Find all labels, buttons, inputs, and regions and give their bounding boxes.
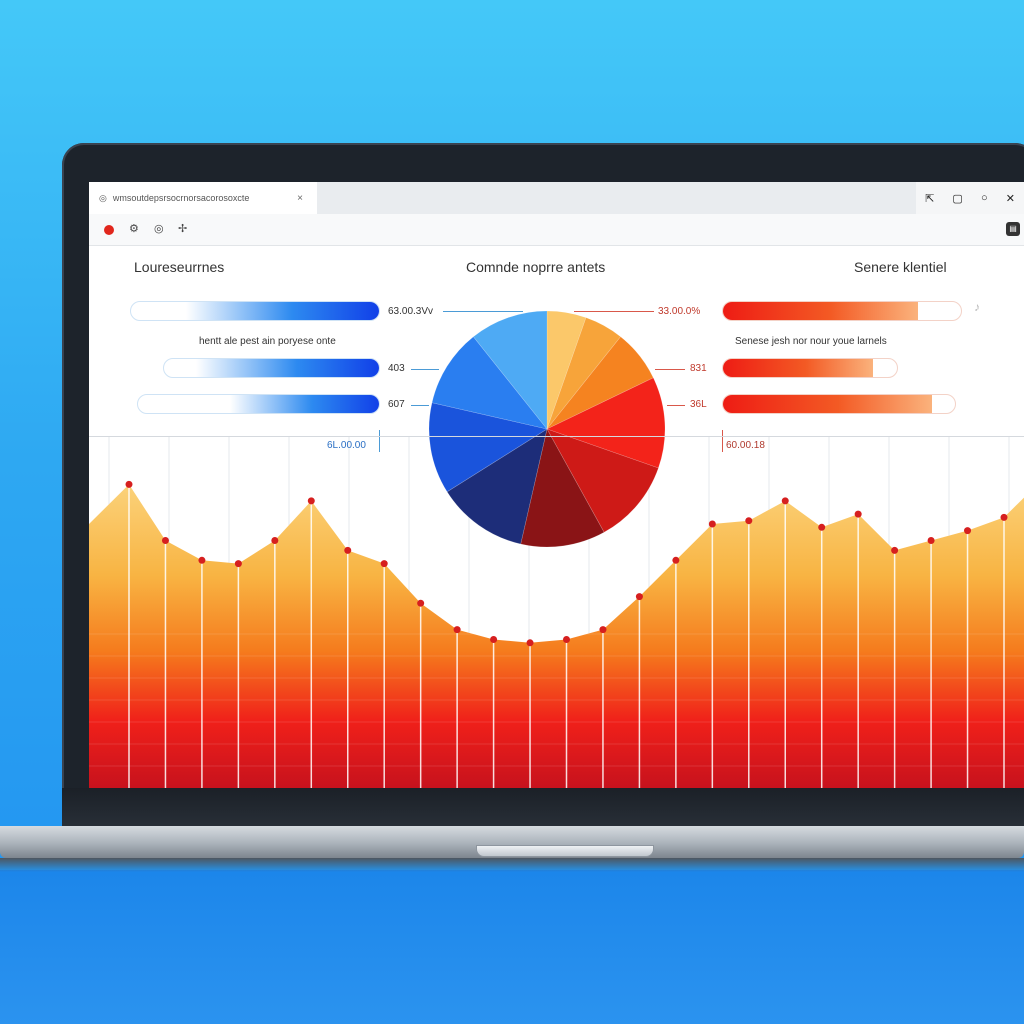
settings-icon[interactable]: ⚙ xyxy=(129,223,139,235)
laptop-notch xyxy=(476,845,654,857)
browser-tab[interactable]: ◎ wmsoutdepsrsocrnorsacorosoxcte × xyxy=(89,182,317,214)
browser-address-bar: ⚙ ◎ ✢ xyxy=(89,214,1024,246)
pie-slice xyxy=(546,336,654,430)
close-icon[interactable]: ✕ xyxy=(1005,192,1015,205)
chart-divider xyxy=(89,436,1024,437)
area-data-point xyxy=(781,497,789,505)
tab-favicon-icon: ◎ xyxy=(99,192,107,203)
pie-slice xyxy=(546,428,659,533)
area-data-point xyxy=(526,639,534,647)
leader-line-6 xyxy=(667,405,685,406)
leader-line-3 xyxy=(411,405,429,406)
tab-title: wmsoutdepsrsocrnorsacorosoxcte xyxy=(112,193,250,203)
pie-slice xyxy=(546,317,622,430)
area-data-point xyxy=(198,556,206,564)
area-data-point xyxy=(635,593,643,601)
left-bar-1-fill xyxy=(185,302,379,320)
right-bar-2-value: 831 xyxy=(690,363,707,374)
maximize-icon[interactable]: ▢ xyxy=(952,192,963,205)
left-bar-3 xyxy=(137,394,380,414)
right-leader-line xyxy=(722,430,723,452)
record-dot-icon[interactable] xyxy=(104,225,114,235)
target-icon[interactable]: ◎ xyxy=(154,223,164,235)
left-panel-footer-value: 6L.00.00 xyxy=(327,440,366,451)
left-bar-3-value: 607 xyxy=(388,399,405,410)
right-bar-3-value: 36L xyxy=(690,399,707,410)
area-data-point xyxy=(125,480,133,488)
right-bar-1-value: 33.00.0% xyxy=(658,306,701,317)
area-data-point xyxy=(344,546,352,554)
area-data-point xyxy=(417,599,425,607)
restore-icon[interactable]: ⇱ xyxy=(925,192,935,205)
right-bar-3-fill xyxy=(723,395,932,413)
left-bar-1 xyxy=(130,301,380,321)
area-fill xyxy=(89,484,1024,788)
right-bar-1-fill xyxy=(723,302,919,320)
area-data-point xyxy=(964,527,972,535)
left-bar-3-fill xyxy=(229,395,379,413)
right-bar-2 xyxy=(722,358,898,378)
laptop-screen: ◎ wmsoutdepsrsocrnorsacorosoxcte × ⇱ ▢ ○… xyxy=(89,182,1024,788)
dashboard: Loureseurrnes Comnde noprre antets Sener… xyxy=(89,246,1024,788)
right-bar-3 xyxy=(722,394,956,414)
pie-slice xyxy=(446,428,548,545)
area-data-point xyxy=(234,560,242,568)
leader-line-5 xyxy=(655,369,685,370)
leader-line-2 xyxy=(411,369,439,370)
browser-tab-bar: ◎ wmsoutdepsrsocrnorsacorosoxcte × ⇱ ▢ ○… xyxy=(89,182,1024,214)
area-data-point xyxy=(271,537,279,544)
left-bar-2-value: 403 xyxy=(388,363,405,374)
left-panel-title: Loureseurrnes xyxy=(134,259,225,275)
area-chart xyxy=(89,480,1024,788)
pin-icon[interactable]: ✢ xyxy=(178,223,188,235)
area-data-point xyxy=(745,517,753,525)
area-data-point xyxy=(161,537,169,544)
area-data-point xyxy=(818,523,826,531)
background-surface xyxy=(0,870,1024,1024)
area-data-point xyxy=(672,556,680,564)
right-bar-2-fill xyxy=(723,359,873,377)
pie-slice xyxy=(546,377,666,469)
tab-close-icon[interactable]: × xyxy=(297,192,303,204)
center-panel-title: Comnde noprre antets xyxy=(466,259,606,275)
leader-line-1 xyxy=(443,311,523,312)
pie-slice xyxy=(546,310,587,430)
bell-icon[interactable]: ♪ xyxy=(974,300,980,314)
area-data-point xyxy=(380,560,388,568)
area-data-point xyxy=(453,626,461,634)
right-panel-title: Senere klentiel xyxy=(854,259,947,275)
area-data-point xyxy=(307,497,315,505)
area-data-point xyxy=(927,537,935,544)
pie-slice xyxy=(428,402,548,493)
area-data-point xyxy=(599,626,607,634)
left-bar-2 xyxy=(163,358,380,378)
leader-line-4 xyxy=(574,311,654,312)
menu-icon[interactable]: ▤ xyxy=(1006,222,1020,236)
window-controls: ⇱ ▢ ○ ✕ xyxy=(916,182,1024,214)
laptop-shadow xyxy=(0,858,1024,872)
pie-slice xyxy=(472,310,548,430)
dashboard-charts xyxy=(89,310,1024,788)
area-data-point xyxy=(1000,513,1008,521)
right-bar-1 xyxy=(722,301,962,321)
pie-slice xyxy=(520,428,605,548)
laptop-bottom-bezel xyxy=(62,788,1024,833)
left-bar-1-value: 63.00.3Vv xyxy=(388,306,434,317)
circle-icon[interactable]: ○ xyxy=(980,192,988,204)
right-panel-footer-value: 60.00.18 xyxy=(726,440,765,451)
left-bar-2-fill xyxy=(196,359,379,377)
left-panel-caption: hentt ale pest ain poryese onte xyxy=(199,336,336,347)
pie-chart xyxy=(428,310,666,548)
area-data-point xyxy=(854,510,862,518)
area-data-point xyxy=(490,636,498,643)
area-data-point xyxy=(563,636,570,643)
pie-slice xyxy=(431,336,548,430)
area-data-point xyxy=(708,520,716,528)
area-data-point xyxy=(891,546,899,554)
left-leader-line xyxy=(379,430,380,452)
right-panel-caption: Senese jesh nor nour youe larnels xyxy=(735,336,887,347)
